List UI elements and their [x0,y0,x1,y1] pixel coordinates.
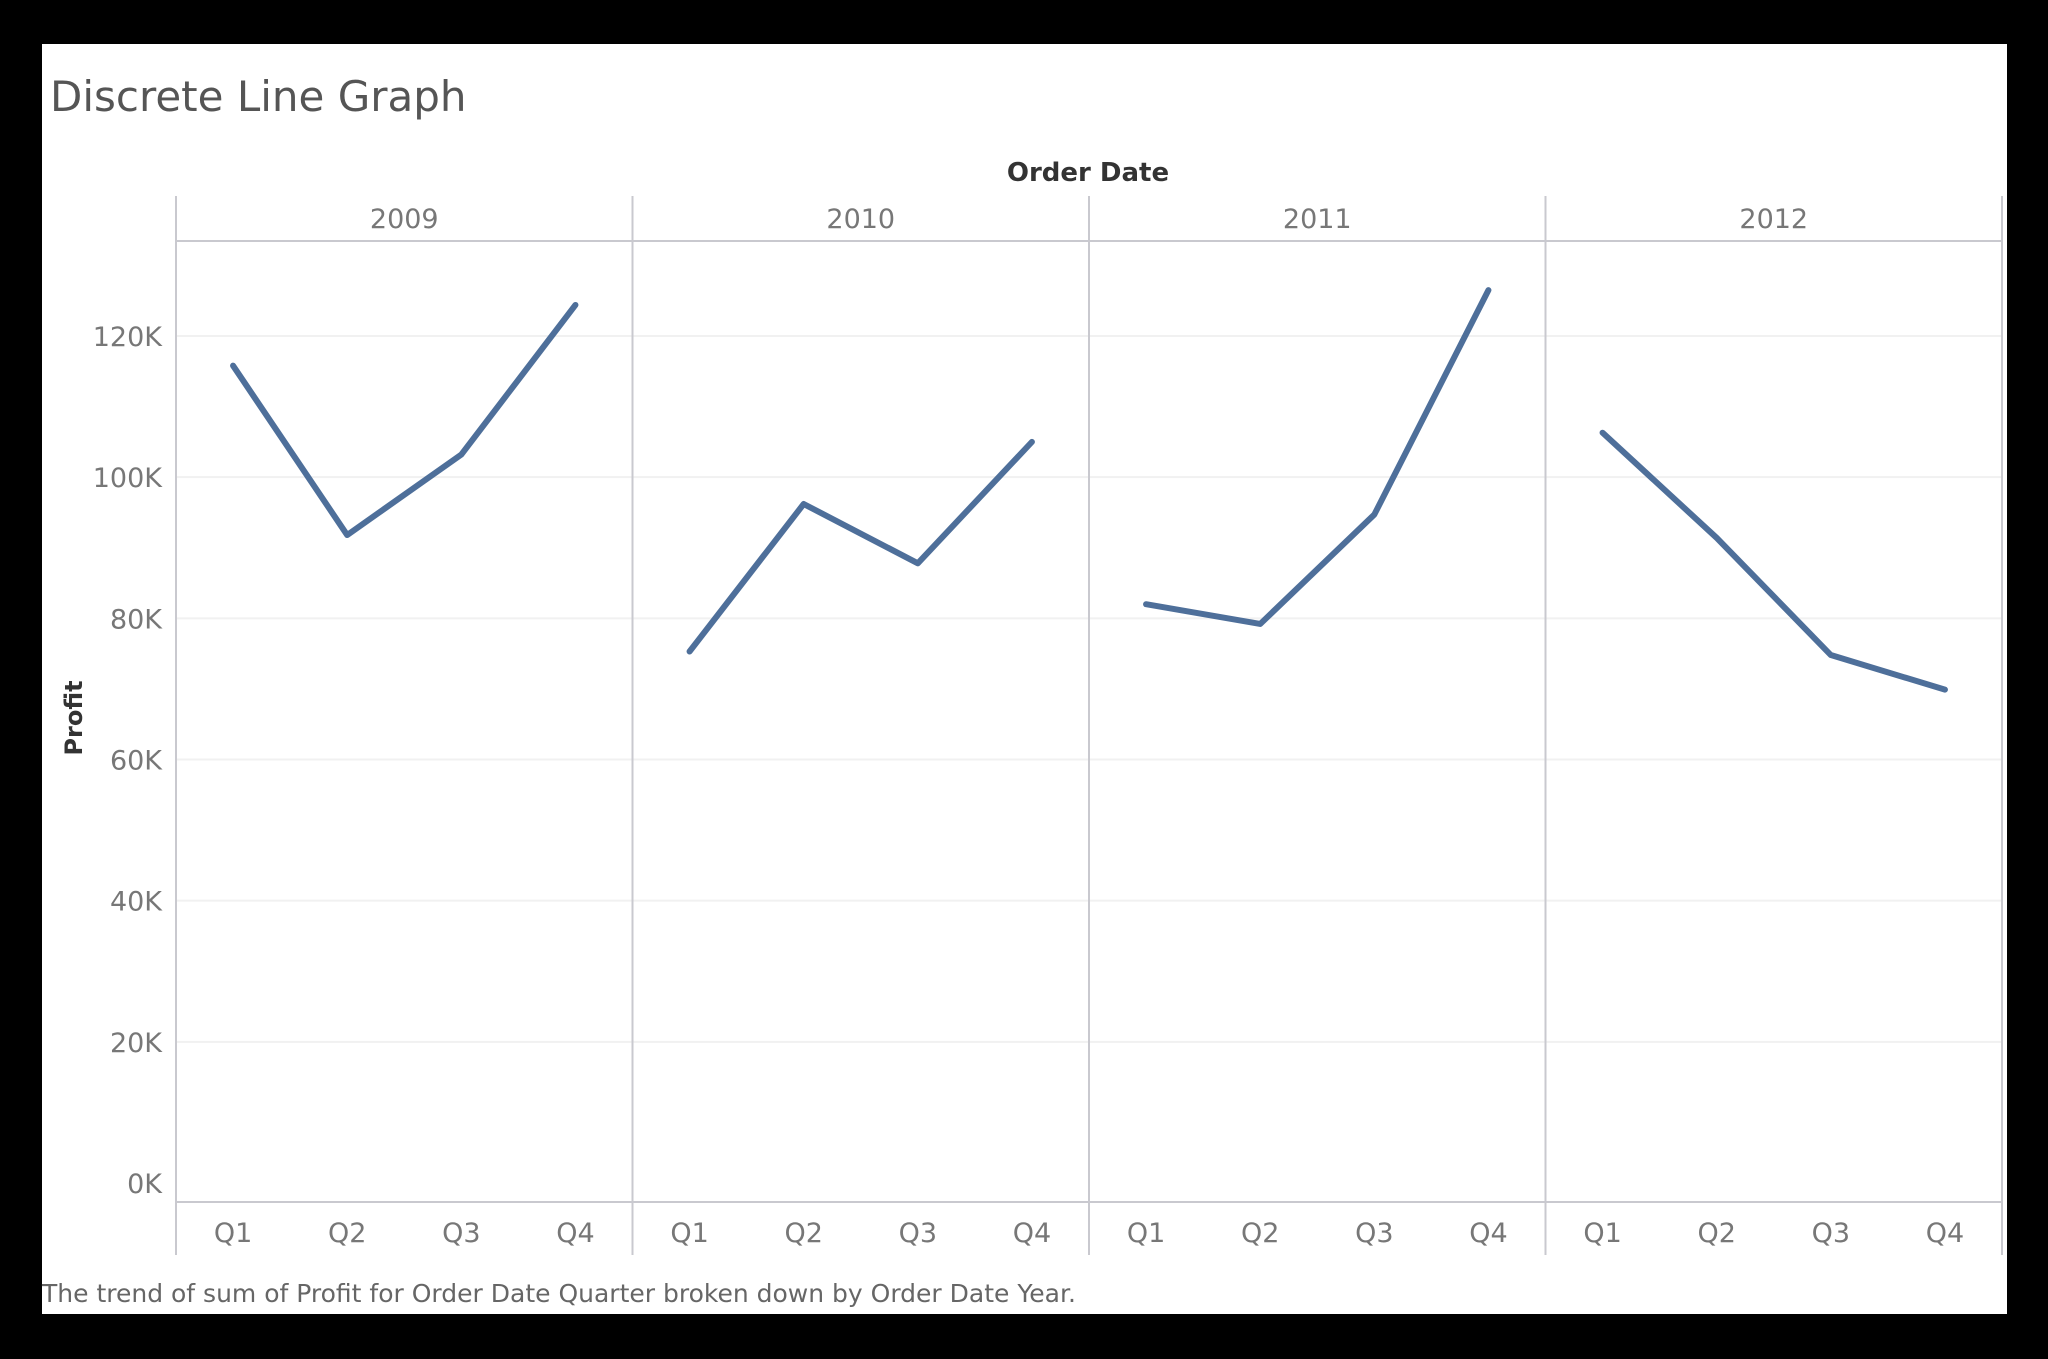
year-header-2011: 2011 [1283,204,1352,235]
x-tick-label: Q4 [556,1218,594,1249]
x-tick-label: Q1 [214,1218,252,1249]
x-tick-label: Q4 [1469,1218,1507,1249]
x-tick-label: Q2 [1697,1218,1735,1249]
chart-title: Discrete Line Graph [50,72,467,121]
x-tick-label: Q2 [328,1218,366,1249]
y-tick-label: 80K [110,604,163,635]
chart-caption: The trend of sum of Profit for Order Dat… [41,1279,1076,1308]
x-tick-label: Q3 [1355,1218,1393,1249]
x-tick-label: Q4 [1013,1218,1051,1249]
y-tick-label: 60K [110,746,163,777]
x-tick-label: Q2 [784,1218,822,1249]
x-tick-label: Q1 [1583,1218,1621,1249]
x-tick-label: Q1 [1127,1218,1165,1249]
x-tick-label: Q3 [899,1218,937,1249]
y-axis-label: Profit [60,680,88,755]
y-tick-label: 100K [93,463,164,494]
year-header-2010: 2010 [826,204,895,235]
year-header-2012: 2012 [1739,204,1808,235]
x-tick-label: Q3 [442,1218,480,1249]
y-tick-label: 120K [93,322,164,353]
chart-container [42,44,2007,1314]
x-tick-label: Q3 [1812,1218,1850,1249]
y-tick-label: 0K [127,1169,163,1200]
x-tick-label: Q1 [670,1218,708,1249]
x-tick-label: Q2 [1241,1218,1279,1249]
series-line-2010 [686,438,1035,655]
y-tick-label: 20K [110,1028,163,1059]
year-header-2009: 2009 [370,204,439,235]
series-line-2009 [230,301,579,539]
y-tick-label: 40K [110,887,163,918]
series-line-2011 [1143,287,1492,627]
x-tick-label: Q4 [1926,1218,1964,1249]
series-line-2012 [1599,429,1948,693]
column-header-label: Order Date [1007,158,1169,188]
